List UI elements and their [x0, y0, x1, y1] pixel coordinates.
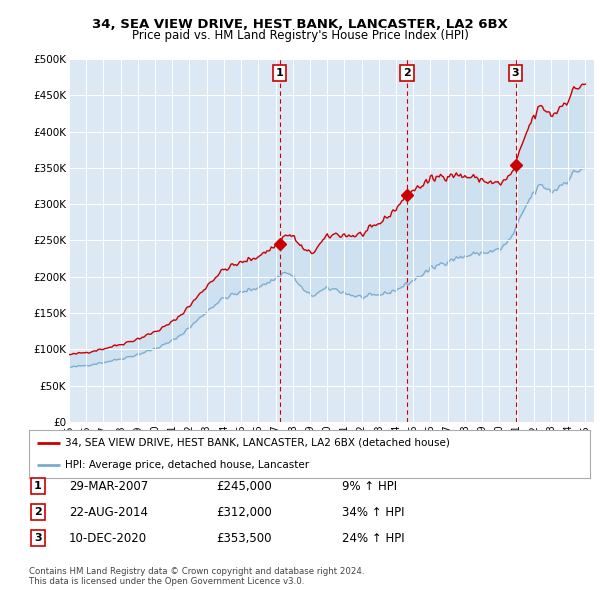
Text: 1: 1: [276, 68, 284, 78]
Text: Price paid vs. HM Land Registry's House Price Index (HPI): Price paid vs. HM Land Registry's House …: [131, 30, 469, 42]
Text: 2: 2: [34, 507, 41, 517]
Text: Contains HM Land Registry data © Crown copyright and database right 2024.
This d: Contains HM Land Registry data © Crown c…: [29, 567, 364, 586]
Text: 29-MAR-2007: 29-MAR-2007: [69, 480, 148, 493]
Text: 34% ↑ HPI: 34% ↑ HPI: [342, 506, 404, 519]
Text: 22-AUG-2014: 22-AUG-2014: [69, 506, 148, 519]
Text: £353,500: £353,500: [216, 532, 271, 545]
Text: HPI: Average price, detached house, Lancaster: HPI: Average price, detached house, Lanc…: [65, 460, 310, 470]
Text: 24% ↑ HPI: 24% ↑ HPI: [342, 532, 404, 545]
Text: 3: 3: [512, 68, 520, 78]
Text: 2: 2: [403, 68, 411, 78]
Text: 3: 3: [34, 533, 41, 543]
Text: 10-DEC-2020: 10-DEC-2020: [69, 532, 147, 545]
Text: 34, SEA VIEW DRIVE, HEST BANK, LANCASTER, LA2 6BX (detached house): 34, SEA VIEW DRIVE, HEST BANK, LANCASTER…: [65, 438, 450, 448]
Text: £312,000: £312,000: [216, 506, 272, 519]
Text: 9% ↑ HPI: 9% ↑ HPI: [342, 480, 397, 493]
Text: 34, SEA VIEW DRIVE, HEST BANK, LANCASTER, LA2 6BX: 34, SEA VIEW DRIVE, HEST BANK, LANCASTER…: [92, 18, 508, 31]
Text: 1: 1: [34, 481, 41, 491]
Text: £245,000: £245,000: [216, 480, 272, 493]
